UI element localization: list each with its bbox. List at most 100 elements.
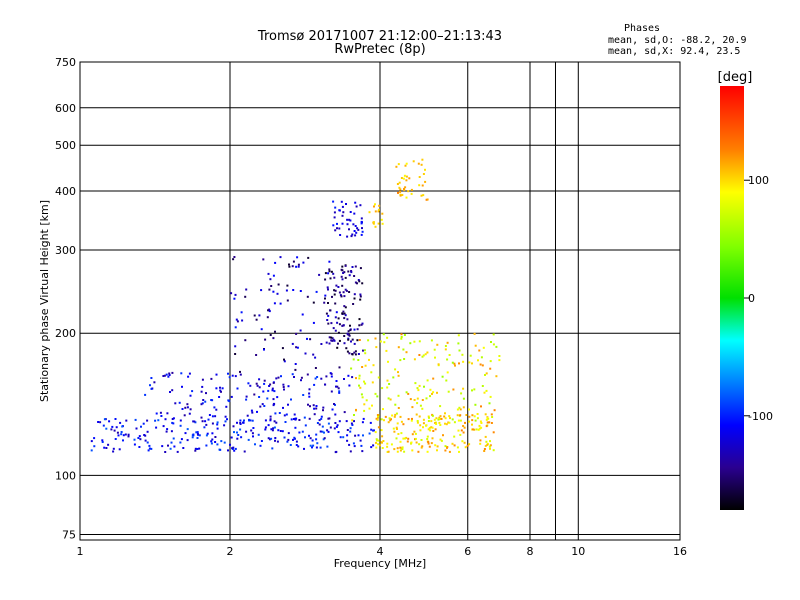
data-point [328,336,331,339]
data-point [154,419,157,422]
data-point [276,292,279,295]
data-point [225,405,228,408]
data-point [456,414,459,417]
data-point [347,374,350,377]
data-point [356,282,358,285]
data-point [351,376,354,379]
data-point [110,428,113,431]
data-point [459,408,462,411]
data-point [335,311,338,314]
data-point [446,371,449,374]
data-point [387,360,389,363]
data-point [430,420,433,423]
data-point [361,230,364,233]
data-point [316,422,319,424]
data-point [460,429,463,432]
data-point [280,375,282,378]
data-point [396,450,399,453]
data-point [279,430,282,432]
data-point [398,181,401,184]
data-point [188,372,191,375]
data-point [245,288,248,291]
data-point [333,289,336,292]
data-point [352,358,355,361]
data-point [292,289,295,291]
data-point [413,358,416,361]
data-point [200,416,203,419]
data-point [386,445,389,448]
data-point [350,270,353,272]
data-point [168,372,171,375]
data-point [203,426,206,429]
data-point [397,407,400,409]
data-point [375,438,378,441]
data-point [377,210,380,213]
data-point [356,328,359,331]
data-point [307,403,309,406]
data-point [216,427,219,430]
data-point [444,449,447,452]
data-point [207,418,210,421]
data-point [452,388,455,391]
data-point [326,445,329,448]
data-point [342,211,345,214]
data-point [90,449,93,452]
data-point [241,319,244,322]
data-point [232,425,235,428]
data-point [346,434,349,437]
data-point [122,439,124,442]
data-point [478,349,481,352]
data-point [172,417,175,420]
data-point [422,422,425,425]
data-point [286,299,289,302]
data-point [146,441,149,444]
data-point [409,342,412,345]
data-point [218,396,221,398]
data-point [287,432,290,435]
data-point [410,192,413,195]
data-point [287,385,290,388]
data-point [360,222,363,225]
data-point [428,416,430,419]
data-point [220,390,222,393]
data-point [413,399,416,401]
data-point [342,272,345,274]
x-tick-label: 2 [227,545,234,558]
data-point [358,339,361,341]
data-point [338,390,341,393]
data-point [407,392,410,395]
data-point [359,439,362,442]
data-point [341,269,344,272]
data-point [445,379,448,382]
data-point [229,443,231,446]
data-point [116,431,119,434]
data-point [471,423,473,426]
data-point [316,442,319,445]
data-point [165,373,168,376]
data-point [399,415,402,418]
data-point [330,390,333,393]
data-point [228,400,231,403]
data-point [234,447,237,450]
data-point [372,221,375,224]
data-point [334,316,337,319]
data-point [333,293,336,296]
data-point [259,444,262,447]
data-point [105,427,108,430]
y-tick-label: 600 [55,102,76,115]
data-point [431,414,434,417]
data-point [462,360,465,363]
data-point [282,386,285,388]
data-point [266,397,269,400]
data-point [147,449,150,452]
data-point [140,425,142,428]
data-point [482,346,485,349]
grid-lines [79,61,681,540]
data-point [186,406,189,409]
data-point [488,445,491,448]
data-point [357,353,360,355]
data-point [386,379,389,382]
data-point [138,446,141,448]
data-point [376,414,379,416]
data-point [339,234,342,236]
